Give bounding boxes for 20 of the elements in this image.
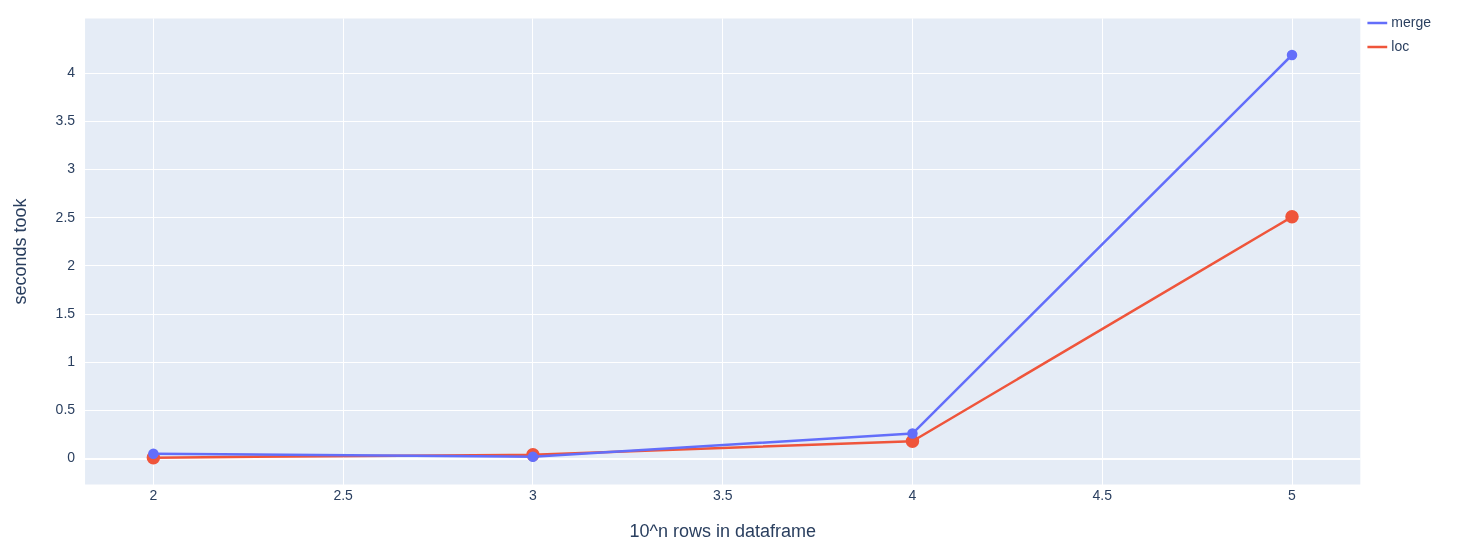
y-tick-label: 2.5 (55, 208, 76, 225)
y-tick-label: 0 (67, 449, 76, 466)
y-tick-label: 3 (67, 160, 76, 177)
y-tick-label: 4 (67, 64, 76, 81)
y-tick-label: 2 (67, 256, 76, 273)
x-tick-label: 3 (529, 486, 538, 503)
legend-label: loc (1391, 37, 1410, 54)
x-tick-label: 3.5 (712, 486, 733, 503)
x-tick-label: 5 (1288, 486, 1297, 503)
x-tick-label: 4.5 (1092, 486, 1113, 503)
y-axis-title: seconds took (9, 197, 30, 305)
x-tick-label: 2 (149, 486, 158, 503)
y-tick-label: 3.5 (55, 112, 76, 129)
x-axis-title: 10^n rows in dataframe (629, 521, 816, 542)
y-tick-label: 1.5 (55, 304, 76, 321)
legend-label: merge (1391, 13, 1432, 30)
y-tick-label: 1 (67, 353, 76, 370)
y-tick-label: 0.5 (55, 401, 76, 418)
x-tick-label: 4 (908, 486, 917, 503)
x-tick-label: 2.5 (333, 486, 354, 503)
